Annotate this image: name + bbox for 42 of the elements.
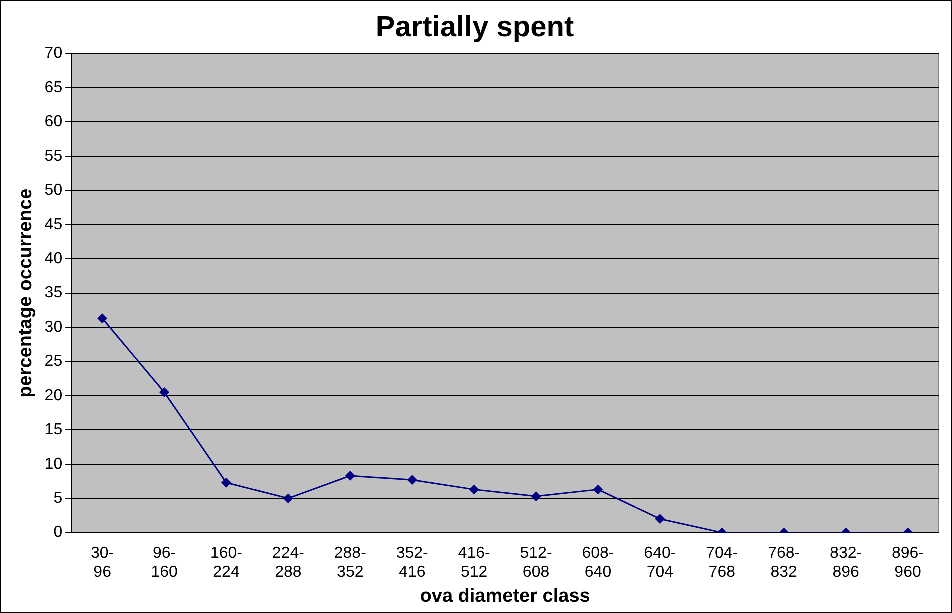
x-tick-label: 160-224: [210, 544, 243, 582]
x-tick-label: 704-768: [706, 544, 738, 582]
point: [221, 478, 232, 488]
y-tick-label: 5: [54, 490, 63, 507]
point: [469, 484, 480, 495]
y-tick-label: 70: [44, 45, 63, 62]
x-tick-label: 640-704: [644, 544, 676, 582]
y-tick-label: 10: [44, 456, 63, 473]
point: [98, 314, 108, 324]
x-tick-label: 512-608: [520, 544, 552, 582]
chart-title: Partially spent: [376, 11, 574, 44]
point: [655, 514, 666, 524]
x-tick-label: 288-352: [334, 544, 366, 582]
x-tick-label: 416-512: [458, 544, 490, 582]
y-tick-label: 0: [54, 524, 63, 542]
y-tick-label: 60: [44, 114, 63, 131]
x-tick-label: 896-960: [892, 544, 924, 582]
x-tick-label: 30-96: [91, 544, 114, 582]
point: [345, 471, 356, 482]
x-tick-label: 768-832: [768, 544, 800, 582]
x-tick-label: 224-288: [272, 544, 304, 582]
x-axis-title: ova diameter class: [420, 586, 590, 607]
point: [160, 388, 170, 398]
y-tick-label: 50: [44, 182, 63, 200]
point: [531, 492, 542, 502]
point: [283, 494, 294, 504]
y-tick-label: 15: [44, 422, 63, 439]
x-tick-label: 832-896: [830, 544, 862, 582]
y-tick-label: 25: [44, 353, 63, 370]
point: [593, 484, 604, 495]
x-tick-label: 352-416: [396, 544, 428, 582]
y-axis-title: percentage occurrence: [16, 188, 37, 398]
x-tick-label: 96-160: [151, 544, 178, 582]
x-tick-label: 608-640: [582, 544, 614, 582]
y-tick-label: 55: [44, 148, 63, 165]
y-tick-label: 40: [44, 250, 63, 268]
y-tick-label: 65: [44, 79, 63, 96]
y-tick-label: 45: [44, 216, 63, 234]
y-tick-label: 20: [44, 387, 63, 404]
point: [407, 475, 418, 486]
y-tick-label: 30: [44, 318, 63, 336]
y-tick-label: 35: [44, 284, 63, 302]
